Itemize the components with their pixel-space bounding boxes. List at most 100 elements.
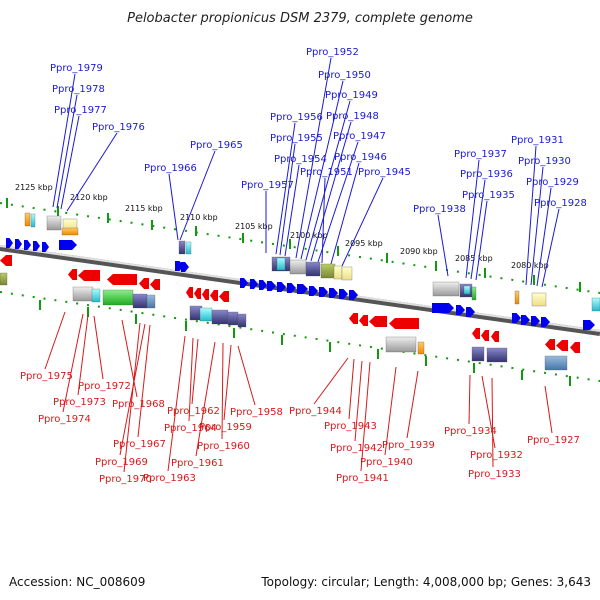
plus-strand-gene-arrow (466, 307, 475, 317)
minus-gene-leader (195, 341, 216, 457)
gene-annotation-box (72, 286, 94, 302)
plus-gene-label: Ppro_1929 (526, 177, 579, 188)
plus-strand-gene-arrow (583, 320, 595, 330)
plus-strand-gene-arrow (456, 305, 465, 315)
gene-annotation-box (211, 309, 229, 325)
minus-gene-label: Ppro_1961 (171, 458, 224, 469)
minus-gene-leader (93, 315, 104, 380)
scale-label: 2080 kbp (511, 261, 549, 270)
gene-annotation-box (61, 227, 79, 236)
gene-annotation-box (471, 346, 485, 362)
plus-strand-gene-arrow (531, 316, 540, 326)
minus-strand-gene-arrow (202, 289, 209, 300)
minus-scale-track (0, 291, 600, 382)
minus-gene-label: Ppro_1972 (78, 381, 131, 392)
gene-annotation-box (486, 347, 508, 363)
minus-gene-leader (77, 314, 89, 396)
plus-gene-label: Ppro_1954 (274, 154, 327, 165)
minus-gene-leader (221, 342, 224, 440)
plus-gene-label: Ppro_1935 (462, 190, 515, 201)
plus-gene-label: Ppro_1931 (511, 135, 564, 146)
plus-strand-gene-arrow (319, 287, 328, 297)
plus-gene-leader (437, 214, 449, 277)
minus-gene-leader (223, 344, 232, 421)
plus-gene-leader (530, 166, 544, 286)
plus-gene-label: Ppro_1978 (52, 84, 105, 95)
plus-strand-gene-arrow (42, 242, 49, 252)
plus-gene-label: Ppro_1930 (518, 156, 571, 167)
gene-annotation-box (178, 240, 186, 255)
minus-gene-label: Ppro_1968 (112, 399, 165, 410)
minus-strand-gene-arrow (545, 339, 555, 350)
gene-annotation-box (46, 215, 62, 231)
minus-strand-gene-arrow (139, 278, 149, 289)
plus-gene-leader (525, 145, 537, 286)
plus-strand-gene-arrow (267, 281, 276, 291)
plus-gene-label: Ppro_1976 (92, 122, 145, 133)
plus-strand-gene-arrow (15, 239, 22, 249)
minus-gene-label: Ppro_1963 (143, 473, 196, 484)
minus-gene-label: Ppro_1974 (38, 414, 91, 425)
gene-annotation-box (237, 313, 247, 328)
plus-gene-label: Ppro_1945 (358, 167, 411, 178)
plus-gene-label: Ppro_1966 (144, 163, 197, 174)
minus-strand-gene-arrow (210, 290, 218, 301)
gene-annotation-box (276, 257, 286, 271)
gene-annotation-box (0, 272, 8, 286)
gene-annotation-box (591, 297, 600, 312)
scale-ticks (6, 198, 581, 386)
minus-gene-label: Ppro_1967 (113, 439, 166, 450)
gene-annotation-box (91, 288, 101, 303)
plus-gene-label: Ppro_1937 (454, 149, 507, 160)
label-leader-lines (44, 57, 560, 473)
gene-annotation-box (227, 311, 239, 326)
gene-annotation-box (417, 341, 425, 355)
minus-gene-leader (191, 338, 199, 405)
minus-gene-label: Ppro_1927 (527, 435, 580, 446)
minus-strand-gene-arrow (349, 313, 358, 324)
minus-strand-gene-arrow (107, 274, 137, 285)
minus-gene-leader (137, 324, 151, 438)
plus-strand-gene-arrow (512, 313, 521, 323)
plus-gene-leader (279, 143, 296, 256)
minus-strand-gene-arrow (186, 287, 193, 298)
gene-annotation-box (514, 290, 520, 305)
minus-gene-leader (44, 311, 66, 370)
plus-strand-gene-arrow (329, 288, 338, 298)
minus-strand-gene-arrow (150, 279, 160, 290)
gene-annotation-box (102, 289, 134, 306)
gene-annotation-box (531, 292, 547, 307)
minus-gene-label: Ppro_1959 (199, 422, 252, 433)
gene-annotation-box (305, 261, 321, 277)
plus-gene-leader (470, 179, 486, 280)
minus-gene-leader (188, 337, 194, 422)
minus-gene-leader (360, 361, 371, 472)
gene-annotation-box (341, 266, 353, 281)
plus-gene-leader (60, 115, 80, 210)
plus-strand-gene-arrow (339, 289, 348, 299)
plus-strand-gene-arrow (541, 317, 550, 327)
plus-strand-gene-arrow (259, 280, 267, 290)
minus-strand-gene-arrow (219, 291, 229, 302)
plus-gene-leader (300, 80, 344, 260)
minus-gene-leader (123, 322, 141, 473)
genome-title: Pelobacter propionicus DSM 2379, complet… (127, 11, 473, 26)
plus-gene-leader (284, 164, 300, 257)
plus-gene-label: Ppro_1957 (241, 180, 294, 191)
minus-strand-gene-arrow (556, 340, 568, 351)
minus-gene-label: Ppro_1975 (20, 371, 73, 382)
minus-strand-gene-arrow (0, 255, 12, 266)
plus-gene-leader (341, 177, 384, 267)
plus-gene-leader (179, 150, 216, 241)
minus-strand-gene-arrow (68, 269, 77, 280)
plus-strand-gene-arrow (432, 303, 454, 313)
plus-strand-gene-arrow (181, 262, 189, 272)
plus-gene-leader (317, 141, 359, 263)
plus-strand-gene-arrow (250, 279, 258, 289)
plus-gene-label: Ppro_1979 (50, 63, 103, 74)
minus-strand-gene-arrow (78, 270, 100, 281)
plus-gene-label: Ppro_1955 (270, 133, 323, 144)
minus-gene-label: Ppro_1939 (382, 440, 435, 451)
plus-strand-gene-arrow (287, 283, 296, 293)
